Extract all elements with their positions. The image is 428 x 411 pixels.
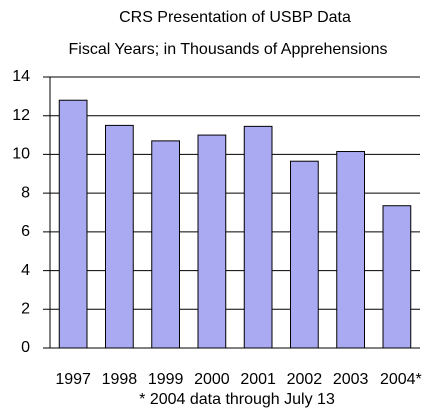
bar bbox=[197, 134, 227, 349]
bar bbox=[336, 151, 365, 349]
x-tick-label: 2002 bbox=[287, 371, 323, 388]
x-tick-label: 2001 bbox=[240, 371, 276, 388]
bar bbox=[58, 99, 88, 349]
y-tick-label: 0 bbox=[21, 339, 30, 356]
bar bbox=[105, 124, 134, 349]
x-tick-label: 1997 bbox=[55, 371, 91, 388]
x-tick-label: 1998 bbox=[102, 371, 138, 388]
bar bbox=[243, 125, 273, 349]
y-tick-label: 12 bbox=[12, 107, 30, 124]
y-tick-label: 6 bbox=[21, 223, 30, 240]
footnote: * 2004 data through July 13 bbox=[139, 391, 335, 408]
bar bbox=[382, 205, 412, 349]
y-tick-label: 10 bbox=[12, 146, 30, 163]
chart-subtitle: Fiscal Years; in Thousands of Apprehensi… bbox=[68, 41, 387, 58]
x-tick-label: 2004* bbox=[380, 371, 422, 388]
y-tick-label: 8 bbox=[21, 184, 30, 201]
y-tick-label: 14 bbox=[12, 68, 30, 85]
x-tick-label: 1999 bbox=[148, 371, 184, 388]
y-tick-label: 2 bbox=[21, 301, 30, 318]
y-tick-label: 4 bbox=[21, 262, 30, 279]
x-tick-label: 2000 bbox=[194, 371, 230, 388]
bar bbox=[290, 160, 319, 349]
chart-title: CRS Presentation of USBP Data bbox=[119, 9, 351, 26]
x-tick-label: 2003 bbox=[333, 371, 369, 388]
bar bbox=[151, 140, 180, 349]
